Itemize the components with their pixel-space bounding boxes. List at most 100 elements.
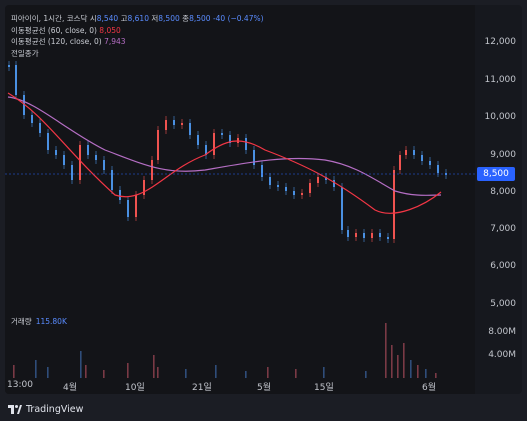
candle-body (47, 133, 49, 150)
candle-body (429, 161, 431, 165)
candle-body (127, 200, 129, 217)
ma120-line (7, 96, 442, 196)
candle-body (245, 138, 247, 150)
open-value: 8,540 (96, 14, 119, 23)
low-value: 8,500 (158, 14, 180, 23)
indicator-prev-close[interactable]: 전일종가 (11, 48, 264, 60)
tradingview-logo[interactable]: TradingView (8, 404, 83, 415)
volume-bar (13, 365, 15, 378)
volume-legend[interactable]: 거래량 115.80K (11, 316, 67, 327)
indicator-ma120[interactable]: 이동평균선 (120, close, 0) 7,943 (11, 36, 264, 48)
candle-body (189, 123, 191, 135)
candle-body (143, 180, 145, 195)
candle-body (87, 145, 89, 155)
price-axis[interactable]: 12,000 11,000 10,000 9,000 8,000 7,000 6… (475, 5, 522, 394)
candle-body (293, 191, 295, 195)
candle-body (55, 150, 57, 155)
time-label: 21일 (192, 383, 212, 393)
volume-bar (80, 351, 82, 378)
candle-body (157, 130, 159, 160)
candle-body (111, 170, 113, 190)
candle-body (63, 155, 65, 165)
volume-bar (35, 360, 37, 378)
volume-label: 거래량 (11, 317, 32, 326)
price-tick: 8,000 (490, 187, 516, 197)
volume-bar (435, 373, 437, 378)
candle-body (181, 123, 183, 125)
candle-body (71, 165, 73, 180)
candle-body (363, 233, 365, 238)
candle-body (399, 155, 401, 170)
volume-bar (365, 371, 367, 378)
candle-body (269, 177, 271, 185)
candle-body (253, 150, 255, 165)
candle-body (355, 233, 357, 237)
volume-bar (103, 370, 105, 378)
time-axis[interactable]: 13:00 4월 10일 21일 5월 15일 6월 (5, 378, 475, 394)
candle-body (421, 155, 423, 161)
candle-body (119, 190, 121, 200)
candle-body (103, 160, 105, 170)
candle-body (205, 145, 207, 155)
ma60-label: 이동평균선 (60, close, 0) (11, 25, 97, 35)
volume-bar (295, 369, 297, 378)
price-tick: 12,000 (484, 37, 517, 47)
chart-container[interactable]: 피아이이, 1시간, 코스닥 시8,540 고8,610 저8,500 종8,5… (5, 5, 522, 394)
volume-bar (47, 367, 49, 378)
symbol-title[interactable]: 피아이이, 1시간, 코스닥 (11, 14, 88, 23)
volume-bar (245, 371, 247, 378)
time-label: 15일 (314, 383, 334, 393)
time-label: 10일 (125, 383, 145, 393)
candle-body (347, 230, 349, 237)
volume-bar (410, 360, 412, 378)
candle-body (165, 120, 167, 130)
price-chart-svg[interactable] (5, 5, 475, 394)
candle-body (317, 177, 319, 183)
change-value: -40 (−0.47%) (212, 14, 264, 23)
candle-body (8, 65, 10, 67)
volume-bar (425, 369, 427, 378)
candle-body (437, 165, 439, 173)
candle-body (31, 115, 33, 123)
price-tick: 9,000 (490, 150, 516, 160)
volume-bar (157, 367, 159, 378)
indicator-ma60[interactable]: 이동평균선 (60, close, 0) 8,050 (11, 25, 264, 37)
plot-area[interactable] (5, 5, 475, 394)
candle-body (213, 133, 215, 155)
candle-body (379, 233, 381, 237)
volume-bar (397, 355, 399, 378)
candle-body (151, 160, 153, 180)
price-tick: 11,000 (484, 75, 517, 85)
ma60-line (7, 92, 442, 214)
high-label: 고 (120, 14, 128, 23)
volume-tick: 4.00M (488, 350, 516, 360)
volume-value: 115.80K (35, 317, 67, 326)
volume-bar (385, 323, 387, 378)
volume-bar (215, 365, 217, 378)
current-price-badge: 8,500 (477, 167, 515, 181)
time-label: 4월 (63, 383, 78, 393)
candle-body (309, 183, 311, 193)
bottom-bar: TradingView (0, 399, 527, 421)
volume-tick: 8.00M (488, 327, 516, 337)
tradingview-label: TradingView (26, 404, 84, 415)
candle-body (393, 170, 395, 239)
open-label: 시 (89, 14, 97, 23)
volume-bar (127, 363, 129, 378)
volume-bar (85, 365, 87, 378)
volume-bar (185, 369, 187, 378)
volume-bar (391, 345, 393, 378)
volume-bar (267, 367, 269, 378)
time-label: 5월 (257, 383, 272, 393)
price-tick: 6,000 (490, 261, 516, 271)
volume-bar (323, 367, 325, 378)
ma120-label: 이동평균선 (120, close, 0) (11, 37, 102, 46)
candle-body (95, 155, 97, 160)
volume-bar (153, 355, 155, 378)
candle-body (39, 123, 41, 133)
candle-body (341, 187, 343, 230)
candle-body (325, 177, 327, 180)
time-label: 13:00 (7, 380, 33, 390)
volume-bars-group (13, 323, 437, 378)
